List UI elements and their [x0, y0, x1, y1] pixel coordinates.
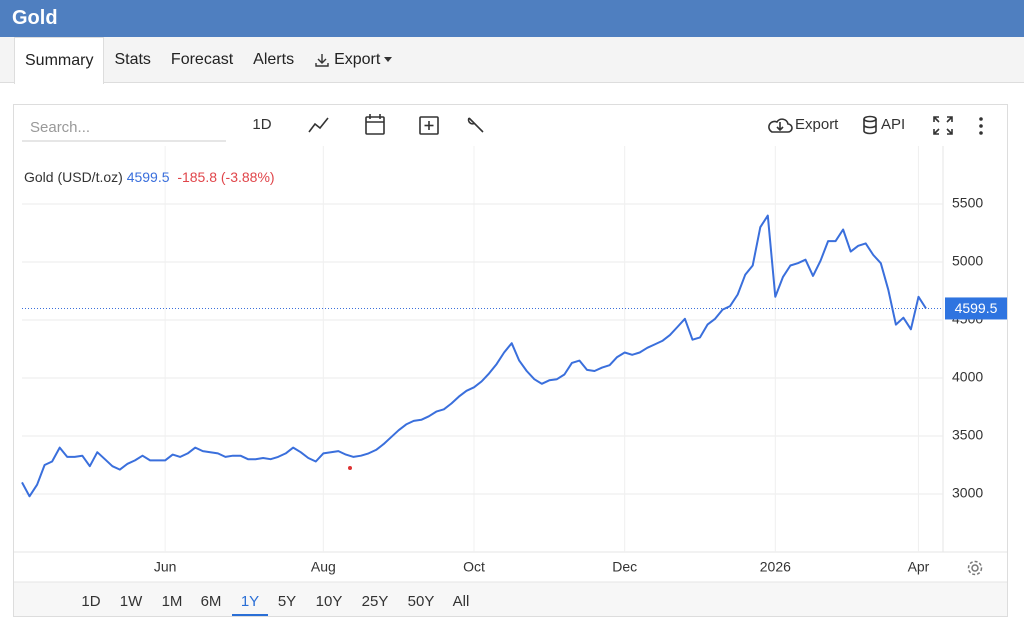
- tab-label: Stats: [114, 50, 151, 68]
- range-button[interactable]: 1M: [162, 593, 183, 610]
- settings-icon[interactable]: [467, 117, 484, 133]
- range-button[interactable]: All: [453, 593, 470, 610]
- compare-icon[interactable]: [419, 116, 439, 135]
- y-tick-label: 4000: [952, 369, 983, 385]
- tab-bar: Summary Stats Forecast Alerts Export: [0, 37, 1024, 84]
- tab[interactable]: Forecast: [161, 37, 243, 82]
- range-button[interactable]: 1Y: [241, 593, 259, 610]
- y-tick-label: 3000: [952, 485, 983, 501]
- calendar-icon[interactable]: [365, 116, 385, 135]
- range-button[interactable]: 1D: [81, 593, 100, 610]
- tab-label: Summary: [25, 52, 94, 69]
- x-tick-label: Jun: [154, 559, 177, 575]
- dropdown-caret: [384, 56, 393, 62]
- download-icon: [315, 53, 329, 67]
- last-price-tag: [945, 297, 1007, 320]
- fullscreen-icon[interactable]: [933, 116, 953, 135]
- range-button[interactable]: 50Y: [408, 593, 435, 610]
- x-tick-label: Aug: [311, 559, 336, 575]
- range-bar: [14, 582, 1007, 616]
- tab-label: Export: [334, 50, 381, 68]
- interval-button[interactable]: 1D: [252, 116, 271, 133]
- tab[interactable]: Alerts: [243, 37, 304, 82]
- gear-icon[interactable]: [967, 560, 983, 576]
- api-icon[interactable]: [863, 115, 877, 123]
- legend-change: -185.8 (-3.88%): [177, 169, 274, 185]
- chart-panel: [13, 104, 1008, 617]
- y-tick-label: 5500: [952, 195, 983, 211]
- tab[interactable]: Stats: [104, 37, 160, 82]
- last-price-label: 4599.5: [955, 300, 998, 316]
- chart-type-icon[interactable]: [308, 117, 329, 133]
- x-tick-label: Apr: [908, 559, 930, 575]
- tab-label: Forecast: [170, 50, 234, 68]
- more-icon[interactable]: [979, 117, 983, 135]
- range-button[interactable]: 10Y: [316, 593, 343, 610]
- range-button[interactable]: 25Y: [362, 593, 389, 610]
- range-button[interactable]: 6M: [201, 593, 222, 610]
- x-tick-label: Oct: [463, 559, 485, 575]
- tab-label: Alerts: [253, 50, 295, 68]
- header: Gold: [0, 0, 1024, 37]
- event-marker[interactable]: [348, 466, 352, 470]
- export-button[interactable]: Export: [795, 116, 839, 133]
- range-button[interactable]: 5Y: [278, 593, 296, 610]
- header-title: Gold: [12, 7, 58, 29]
- x-tick-label: Dec: [612, 559, 637, 575]
- legend-name: Gold (USD/t.oz): [24, 169, 123, 185]
- search-box[interactable]: Search...: [30, 119, 90, 136]
- api-button[interactable]: API: [881, 116, 905, 133]
- y-tick-label: 5000: [952, 253, 983, 269]
- range-button[interactable]: 1W: [120, 593, 143, 610]
- tab[interactable]: Summary: [14, 37, 105, 84]
- y-tick-label: 3500: [952, 427, 983, 443]
- legend: Gold (USD/t.oz) 4599.5 -185.8 (-3.88%): [24, 169, 275, 185]
- toolbar-icons: [308, 114, 953, 135]
- x-tick-label: 2026: [760, 559, 791, 575]
- legend-price: 4599.5: [127, 169, 170, 185]
- export-icon[interactable]: [768, 118, 793, 133]
- price-line: [21, 214, 927, 498]
- tab[interactable]: Export: [304, 37, 402, 82]
